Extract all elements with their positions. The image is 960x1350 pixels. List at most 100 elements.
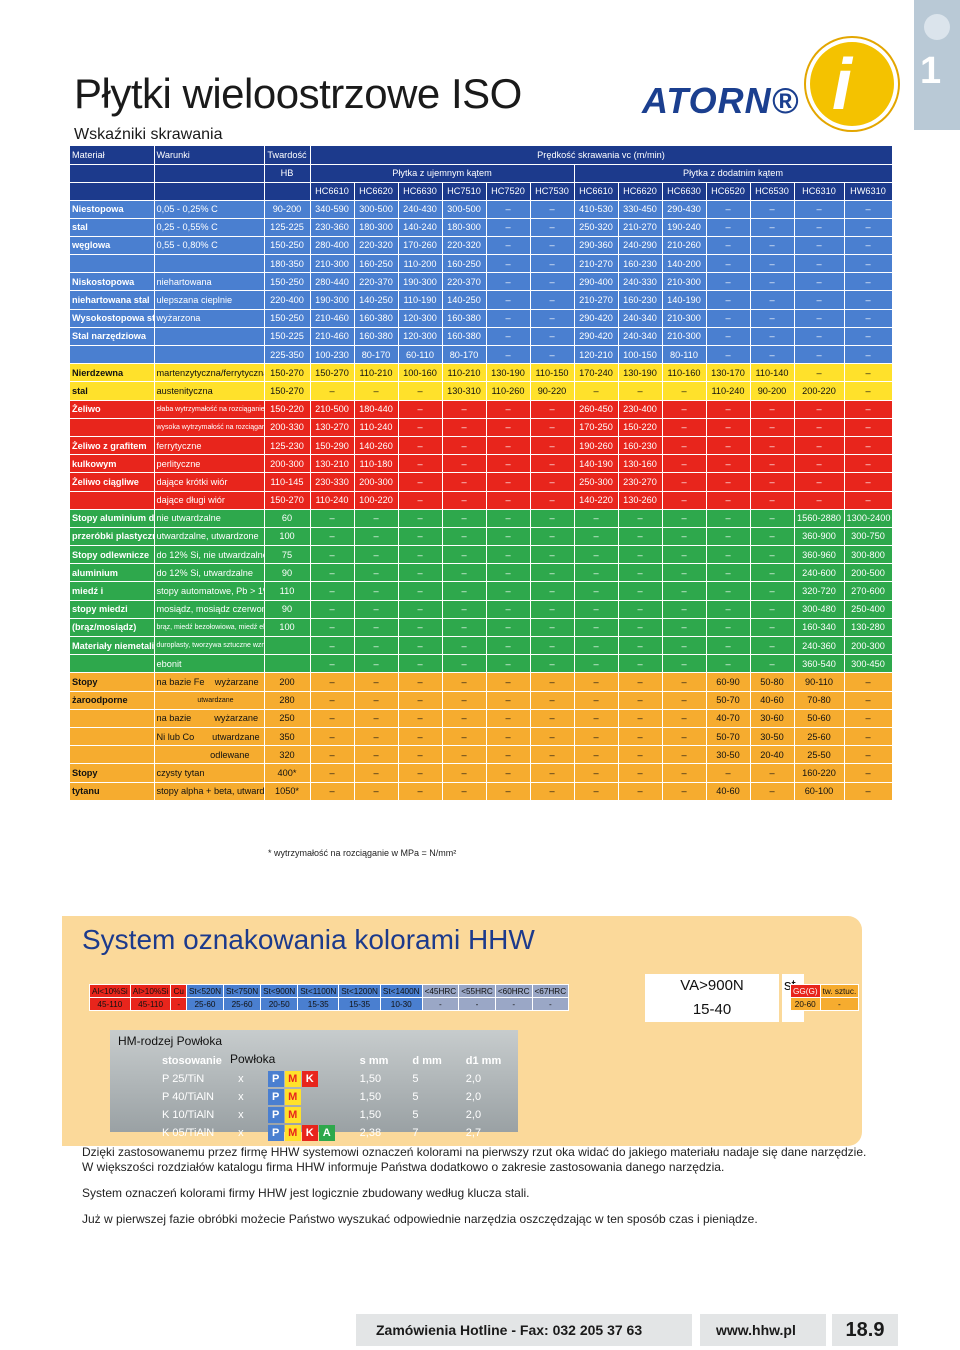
table-row: Stopy na bazie Fe wyżarzane 200– – – – – – – – –60… [70, 672, 893, 692]
material-cell: miedź i [70, 581, 155, 601]
speed-cell: – [574, 782, 619, 801]
scale-cell: 25-60 [185, 997, 225, 1011]
speed-cell: 170-250 [574, 418, 619, 437]
speed-cell: 130-270 [310, 418, 355, 437]
tool-cell: 2,0 [465, 1109, 482, 1121]
speed-cell: – [618, 618, 663, 638]
speed-cell: 100-150 [618, 345, 663, 365]
scale-cell: - [458, 997, 496, 1011]
speed-cell: – [750, 509, 795, 528]
speed-cell: – [530, 472, 575, 492]
speed-cell: – [530, 672, 575, 692]
tool-table-photo: HM-rodzej Powłoka Powłoka stosowanie s mm… [110, 1030, 518, 1141]
speed-cell: – [794, 290, 845, 310]
material-cell: Niskostopowa [70, 272, 155, 292]
speed-cell: – [354, 545, 399, 565]
speed-cell: – [662, 581, 707, 601]
hardness-cell: 100 [264, 618, 311, 638]
speed-cell: – [530, 200, 575, 219]
material-group-badge: K [301, 1071, 318, 1087]
speed-cell: – [486, 527, 531, 547]
speed-cell: – [844, 381, 893, 401]
hardness-cell: 350 [264, 727, 311, 747]
speed-cell: – [618, 782, 663, 801]
speed-cell: 160-380 [442, 327, 487, 347]
speed-cell: – [354, 709, 399, 728]
hardness-cell: 60 [264, 509, 311, 528]
speed-cell: 120-210 [574, 345, 619, 365]
speed-cell: – [574, 600, 619, 619]
speed-cell: 60-100 [794, 782, 845, 801]
material-cell: stal [70, 218, 155, 237]
speed-cell: 160-220 [794, 763, 845, 783]
speed-cell: – [844, 727, 893, 747]
speed-cell: – [574, 709, 619, 728]
speed-cell: – [844, 454, 893, 474]
info-badge-icon: i [806, 38, 898, 130]
speed-cell: 200-300 [844, 636, 893, 656]
speed-cell: – [442, 509, 487, 528]
speed-cell: – [486, 763, 531, 783]
speed-cell: – [530, 254, 575, 274]
speed-cell: – [354, 763, 399, 783]
table-row: ebonit – – – – – – – – – – –360-540 300-450 [70, 654, 893, 674]
speed-cell: – [706, 236, 751, 256]
material-cell [70, 254, 155, 274]
speed-cell: 100-230 [310, 345, 355, 365]
speed-cell: – [662, 654, 707, 674]
speed-cell: – [442, 418, 487, 437]
tool-header-cell: d1 mm [465, 1055, 502, 1067]
speed-cell: – [844, 672, 893, 692]
speed-cell: – [574, 727, 619, 747]
table-header-row: HB Płytka z ujemnym kątem Płytka z dodat… [70, 164, 893, 183]
conditions-cell: ulepszana cieplnie [154, 290, 265, 310]
drill-icon [924, 14, 950, 40]
speed-cell: – [706, 581, 751, 601]
speed-cell: – [310, 545, 355, 565]
scale-cell: 25-60 [223, 997, 262, 1011]
speed-cell: – [706, 200, 751, 219]
table-row: 180-350 210-300 160-250 110-200 160-250– –210… [70, 254, 893, 274]
speed-cell: – [574, 381, 619, 401]
speed-cell: 170-240 [574, 363, 619, 383]
speed-cell: – [706, 636, 751, 656]
speed-cell: 140-190 [662, 290, 707, 310]
speed-cell: 190-260 [574, 436, 619, 456]
speed-cell: – [662, 782, 707, 801]
speed-cell: 160-380 [354, 327, 399, 347]
speed-cell: – [530, 563, 575, 583]
speed-cell: – [750, 763, 795, 783]
material-group-badge: P [267, 1125, 284, 1141]
table-row: wysoka wytrzymałość na rozciąganie 200-33… [70, 418, 893, 437]
speed-cell: – [844, 218, 893, 237]
hardness-cell: 90 [264, 600, 311, 619]
speed-cell: 300-480 [794, 600, 845, 619]
material-cell: przeróbki plastycznej [70, 527, 155, 547]
speed-cell: 110-150 [530, 363, 575, 383]
speed-cell: – [486, 254, 531, 274]
speed-cell: – [662, 745, 707, 765]
website-link[interactable]: www.hhw.pl [700, 1314, 826, 1346]
speed-cell: – [844, 472, 893, 492]
speed-cell: 200-300 [354, 472, 399, 492]
speed-cell: 250-320 [574, 218, 619, 237]
speed-cell: – [486, 236, 531, 256]
speed-cell: 230-360 [310, 218, 355, 237]
conditions-cell: wyżarzona [154, 309, 265, 328]
hardness-cell: 1050* [264, 782, 311, 801]
speed-cell: 210-300 [662, 272, 707, 292]
conditions-cell: ebonit [154, 654, 265, 674]
conditions-cell: austenityczna [154, 381, 265, 401]
speed-cell: 30-60 [750, 709, 795, 728]
speed-cell: 150-290 [310, 436, 355, 456]
speed-cell: – [750, 418, 795, 437]
speed-cell: 140-250 [354, 290, 399, 310]
scale-cell: Al>10%Si [129, 984, 172, 998]
speed-cell: 20-40 [750, 745, 795, 765]
speed-cell: – [618, 527, 663, 547]
table-row: Stopy aluminium do nie utwardzalne 60– – – – –… [70, 509, 893, 528]
material-cell: węglowa [70, 236, 155, 256]
speed-cell: – [618, 563, 663, 583]
speed-cell: – [398, 745, 443, 765]
speed-cell: 360-960 [794, 545, 845, 565]
